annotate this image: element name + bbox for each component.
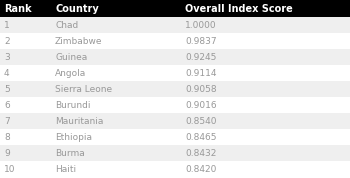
Text: 0.8540: 0.8540 bbox=[185, 116, 217, 125]
Text: 2: 2 bbox=[4, 36, 10, 46]
Text: Rank: Rank bbox=[4, 4, 32, 14]
Text: 8: 8 bbox=[4, 132, 10, 142]
Text: Angola: Angola bbox=[55, 69, 86, 77]
Text: Zimbabwe: Zimbabwe bbox=[55, 36, 103, 46]
Text: Burma: Burma bbox=[55, 148, 85, 158]
Text: 0.8420: 0.8420 bbox=[185, 164, 216, 174]
Text: 0.9114: 0.9114 bbox=[185, 69, 217, 77]
Text: 0.8465: 0.8465 bbox=[185, 132, 217, 142]
Bar bbox=[0, 113, 350, 129]
Text: Ethiopia: Ethiopia bbox=[55, 132, 92, 142]
Text: 10: 10 bbox=[4, 164, 15, 174]
Text: 7: 7 bbox=[4, 116, 10, 125]
Text: 1: 1 bbox=[4, 20, 10, 30]
Text: 0.9016: 0.9016 bbox=[185, 101, 217, 109]
Bar bbox=[0, 81, 350, 97]
Text: 4: 4 bbox=[4, 69, 10, 77]
Bar bbox=[0, 0, 350, 17]
Text: Burundi: Burundi bbox=[55, 101, 91, 109]
Text: Mauritania: Mauritania bbox=[55, 116, 103, 125]
Text: Sierra Leone: Sierra Leone bbox=[55, 85, 112, 93]
Bar bbox=[0, 33, 350, 49]
Text: 5: 5 bbox=[4, 85, 10, 93]
Bar bbox=[0, 161, 350, 177]
Text: Country: Country bbox=[55, 4, 99, 14]
Text: Chad: Chad bbox=[55, 20, 78, 30]
Text: 6: 6 bbox=[4, 101, 10, 109]
Bar bbox=[0, 129, 350, 145]
Text: 3: 3 bbox=[4, 53, 10, 62]
Text: Haiti: Haiti bbox=[55, 164, 76, 174]
Bar bbox=[0, 17, 350, 33]
Bar bbox=[0, 49, 350, 65]
Text: 1.0000: 1.0000 bbox=[185, 20, 217, 30]
Text: 0.9058: 0.9058 bbox=[185, 85, 217, 93]
Text: 0.9245: 0.9245 bbox=[185, 53, 216, 62]
Text: Overall Index Score: Overall Index Score bbox=[185, 4, 293, 14]
Bar bbox=[0, 65, 350, 81]
Text: Guinea: Guinea bbox=[55, 53, 87, 62]
Text: 9: 9 bbox=[4, 148, 10, 158]
Text: 0.8432: 0.8432 bbox=[185, 148, 216, 158]
Text: 0.9837: 0.9837 bbox=[185, 36, 217, 46]
Bar bbox=[0, 145, 350, 161]
Bar bbox=[0, 97, 350, 113]
